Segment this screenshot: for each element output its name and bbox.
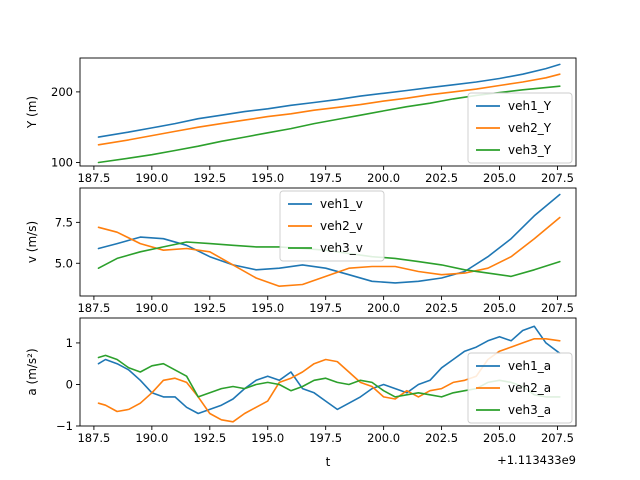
legend: veh1_v veh2_v veh3_v: [279, 190, 385, 262]
y-axis-label: a (m/s²): [25, 348, 39, 395]
series-line-veh1_Y: [97, 63, 561, 138]
x-ticks: 187.5 190.0 192.5 195.0 197.5 200.0 202.5 205.0…: [77, 166, 574, 445]
y-axis-label: v (m/s): [25, 221, 39, 263]
legend-label-veh2_Y: veh2_Y: [508, 121, 552, 135]
x-tick-label: 207.5: [541, 431, 574, 445]
x-tick-label: 200.0: [367, 301, 400, 315]
x-tick-label: 197.5: [309, 301, 342, 315]
series-line-veh2_Y: [97, 73, 561, 146]
axes-frame: [79, 187, 577, 297]
x-tick-label: 205.0: [483, 301, 516, 315]
series-line-veh2_v: [97, 216, 561, 287]
x-tick-label: 190.0: [135, 171, 168, 185]
x-tick-label: 205.0: [483, 431, 516, 445]
y-tick-label: 7.5: [55, 215, 73, 229]
x-tick-label: 207.5: [541, 301, 574, 315]
legend-label-veh3_Y: veh3_Y: [508, 143, 552, 157]
legend-label-veh2_a: veh2_a: [508, 381, 551, 395]
legend-label-veh2_v: veh2_v: [320, 219, 363, 233]
series-line-veh1_v: [97, 193, 561, 284]
y-tick-label: 1: [66, 336, 73, 350]
panel-acceleration: −1 0 1 a (m/s²) veh1_a veh2_a veh3_a: [25, 317, 577, 433]
legend-label-veh1_Y: veh1_Y: [508, 99, 552, 113]
x-tick-label: 192.5: [193, 431, 226, 445]
x-tick-label: 197.5: [309, 171, 342, 185]
x-tick-label: 202.5: [425, 171, 458, 185]
legend-label-veh1_a: veh1_a: [508, 359, 551, 373]
y-tick-label: 5.0: [55, 256, 73, 270]
x-tick-label: 197.5: [309, 431, 342, 445]
y-ticks: 5.0 7.5: [55, 215, 80, 270]
legend-label-veh3_a: veh3_a: [508, 403, 551, 417]
x-tick-label: 195.0: [251, 431, 284, 445]
y-ticks: −1 0 1: [56, 336, 80, 433]
x-tick-label: 192.5: [193, 301, 226, 315]
x-tick-label: 205.0: [483, 171, 516, 185]
legend: veh1_a veh2_a veh3_a: [467, 352, 573, 424]
x-tick-label: 195.0: [251, 301, 284, 315]
x-axis-label: t: [326, 455, 331, 469]
x-tick-label: 187.5: [77, 301, 110, 315]
legend-label-veh1_v: veh1_v: [320, 197, 363, 211]
panel-position: 100 200 Y (m) veh1_Y veh2_Y veh3_Y: [25, 57, 577, 169]
y-tick-label: 200: [51, 85, 73, 99]
x-tick-label: 200.0: [367, 171, 400, 185]
x-tick-label: 192.5: [193, 171, 226, 185]
y-tick-label: −1: [56, 419, 73, 433]
axes-frame: [79, 57, 577, 167]
x-tick-label: 190.0: [135, 431, 168, 445]
legend-box: [467, 92, 573, 164]
y-axis-label: Y (m): [25, 96, 39, 129]
x-tick-label: 202.5: [425, 431, 458, 445]
x-tick-label: 187.5: [77, 171, 110, 185]
x-tick-label: 187.5: [77, 431, 110, 445]
y-tick-label: 0: [66, 377, 73, 391]
y-tick-label: 100: [51, 155, 73, 169]
legend: veh1_Y veh2_Y veh3_Y: [467, 92, 573, 164]
x-tick-label: 190.0: [135, 301, 168, 315]
series-line-veh1_a: [97, 325, 561, 415]
x-tick-label: 195.0: [251, 171, 284, 185]
axes-frame: [79, 317, 577, 427]
x-offset-label: +1.113433e9: [497, 453, 576, 467]
panel-velocity: 5.0 7.5 v (m/s) veh1_v veh2_v veh3_v: [25, 187, 577, 297]
legend-box: [467, 352, 573, 424]
legend-box: [279, 190, 385, 262]
x-tick-label: 202.5: [425, 301, 458, 315]
x-tick-label: 207.5: [541, 171, 574, 185]
legend-label-veh3_v: veh3_v: [320, 241, 363, 255]
x-tick-label: 200.0: [367, 431, 400, 445]
y-ticks: 100 200: [51, 85, 80, 169]
